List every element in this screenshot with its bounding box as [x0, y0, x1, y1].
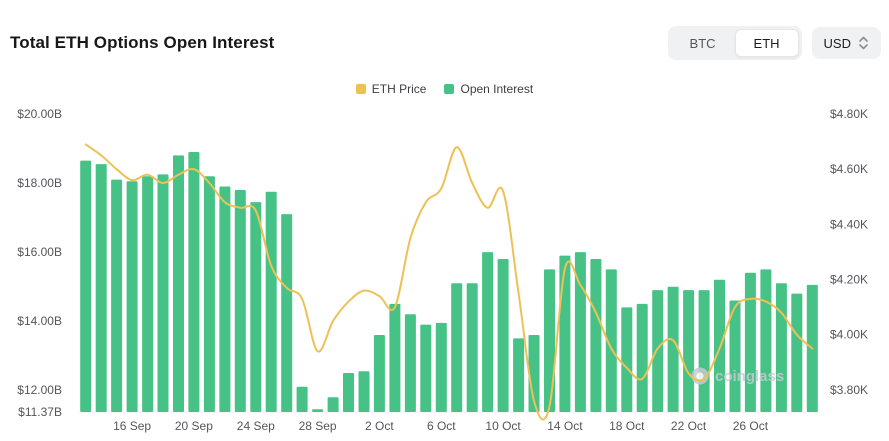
watermark: coinglass: [691, 367, 784, 385]
open-interest-bar: [652, 290, 664, 412]
legend-label: ETH Price: [371, 82, 427, 96]
sort-arrows-icon: [858, 36, 869, 50]
x-axis-tick: 22 Oct: [671, 419, 707, 433]
x-axis-tick: 26 Oct: [733, 419, 769, 433]
x-axis-tick: 18 Oct: [609, 419, 645, 433]
left-axis-tick: $11.37B: [18, 405, 62, 419]
legend-item-eth-price[interactable]: ETH Price: [355, 82, 427, 96]
legend-label: Open Interest: [460, 82, 534, 96]
left-axis-tick: $20.00B: [17, 107, 62, 121]
header-controls: BTC ETH USD: [667, 26, 881, 60]
eth-price-swatch: [355, 84, 366, 94]
open-interest-bar: [404, 314, 416, 412]
open-interest-bar: [590, 259, 602, 412]
open-interest-bar: [296, 386, 308, 412]
open-interest-bar: [142, 176, 154, 412]
open-interest-bar: [95, 164, 107, 412]
open-interest-bar: [157, 174, 169, 412]
open-interest-bar: [312, 409, 324, 412]
open-interest-bar: [173, 155, 184, 412]
open-interest-bar: [250, 202, 262, 412]
open-interest-bar: [482, 252, 494, 412]
open-interest-bar: [358, 371, 370, 412]
btc-toggle-button[interactable]: BTC: [689, 35, 716, 51]
open-interest-bar: [234, 190, 246, 412]
page-title: Total ETH Options Open Interest: [10, 33, 275, 52]
open-interest-bar: [466, 283, 478, 412]
open-interest-bar: [513, 338, 525, 412]
x-axis-tick: 24 Sep: [237, 419, 275, 433]
open-interest-bar: [80, 160, 92, 412]
chart-area: $20.00B $18.00B $16.00B $14.00B $12.00B $11.3…: [0, 102, 889, 441]
open-interest-bar: [760, 269, 772, 412]
right-axis-tick: $4.20K: [830, 273, 868, 287]
open-interest-bar: [420, 324, 432, 412]
open-interest-bar: [744, 272, 756, 412]
open-interest-bar: [111, 179, 123, 412]
open-interest-bar: [729, 300, 741, 412]
open-interest-bar: [621, 307, 633, 412]
right-axis-tick: $4.00K: [830, 328, 868, 342]
open-interest-bar: [667, 286, 679, 412]
open-interest-bar: [559, 255, 571, 412]
right-axis-tick: $3.80K: [830, 383, 868, 397]
open-interest-bar: [698, 290, 710, 412]
open-interest-bar: [775, 283, 787, 412]
open-interest-bar: [683, 290, 695, 412]
left-axis-tick: $12.00B: [17, 383, 62, 397]
watermark-text: coinglass: [715, 368, 784, 385]
right-axis-tick: $4.60K: [830, 162, 868, 176]
x-axis-tick: 20 Sep: [175, 419, 213, 433]
eth-toggle-button[interactable]: ETH: [734, 29, 799, 57]
right-axis-tick: $4.40K: [830, 217, 868, 231]
open-interest-bar: [497, 259, 509, 412]
open-interest-bar: [203, 176, 215, 412]
left-axis-tick: $14.00B: [17, 314, 62, 328]
open-interest-bar: [219, 186, 231, 412]
open-interest-bar: [188, 152, 200, 412]
open-interest-bar: [265, 191, 277, 412]
open-interest-bar: [373, 335, 385, 412]
x-axis-tick: 16 Sep: [113, 419, 151, 433]
x-axis-tick: 6 Oct: [427, 419, 456, 433]
open-interest-bar: [451, 283, 463, 412]
open-interest-bar: [281, 214, 293, 412]
open-interest-bar: [343, 373, 354, 412]
left-axis-tick: $16.00B: [17, 245, 62, 259]
open-interest-bar: [126, 181, 138, 412]
open-interest-bar: [791, 293, 803, 412]
open-interest-bar: [574, 252, 586, 412]
open-interest-bar: [544, 269, 555, 412]
open-interest-bar: [389, 303, 401, 412]
right-axis-tick: $4.80K: [830, 107, 868, 121]
x-axis-tick: 14 Oct: [547, 419, 583, 433]
left-axis-tick: $18.00B: [17, 176, 62, 190]
x-axis-tick: 10 Oct: [485, 419, 521, 433]
open-interest-bar: [636, 303, 648, 412]
x-axis-tick: 28 Sep: [299, 419, 337, 433]
open-interest-swatch: [444, 84, 455, 94]
currency-select[interactable]: USD: [811, 27, 881, 59]
header: Total ETH Options Open Interest BTC ETH …: [10, 26, 881, 60]
chart-legend: ETH Price Open Interest: [0, 82, 889, 96]
open-interest-bar: [605, 269, 617, 412]
x-axis-tick: 2 Oct: [365, 419, 394, 433]
legend-item-open-interest[interactable]: Open Interest: [444, 82, 533, 96]
eth-price-line: [84, 143, 814, 421]
open-interest-bar: [714, 279, 725, 412]
currency-select-value: USD: [823, 35, 851, 51]
coin-toggle: BTC ETH: [667, 26, 802, 60]
open-interest-bar: [327, 397, 339, 412]
open-interest-bar: [435, 322, 447, 412]
chart-svg[interactable]: $20.00B $18.00B $16.00B $14.00B $12.00B $11.3…: [0, 102, 889, 439]
